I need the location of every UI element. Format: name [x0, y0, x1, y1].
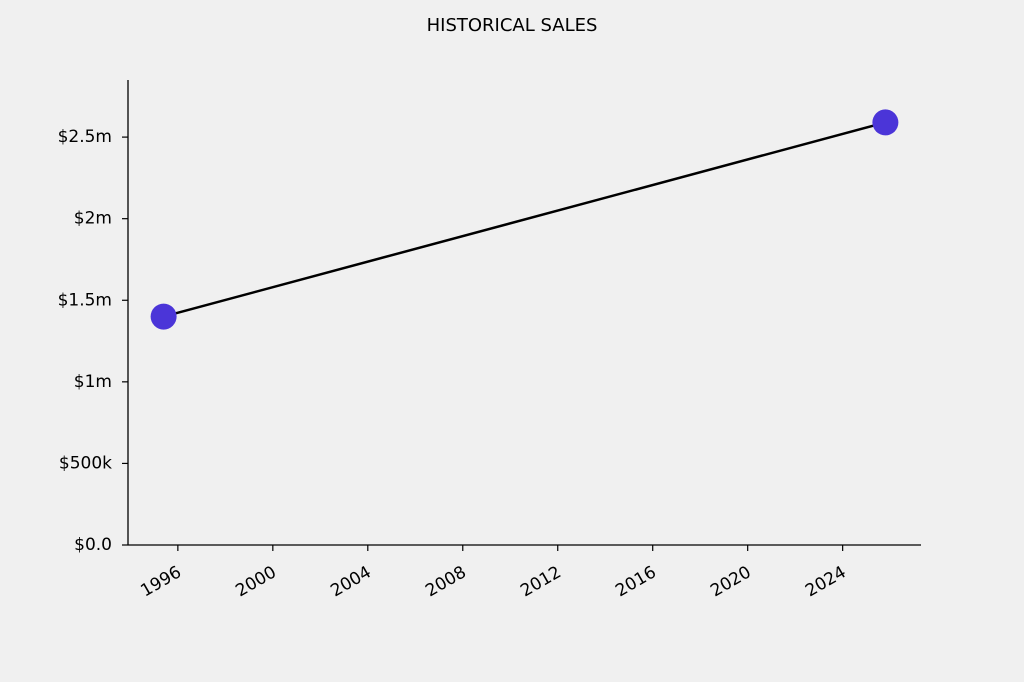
- x-tick-label: 2000: [232, 562, 279, 601]
- x-tick-label: 2008: [422, 562, 469, 601]
- marker: [150, 303, 177, 330]
- y-tick-label: $0.0: [74, 535, 112, 555]
- x-tick-label: 2004: [327, 562, 374, 601]
- x-tick-label: 2016: [612, 562, 659, 601]
- line: [163, 121, 886, 318]
- x-tick-label: 1996: [137, 562, 184, 601]
- y-tick-label: $500k: [59, 453, 112, 473]
- y-tick-label: $2m: [74, 209, 112, 229]
- marker: [872, 109, 899, 136]
- x-tick-label: 2020: [707, 562, 754, 601]
- x-tick-label: 2024: [802, 562, 849, 601]
- y-tick-label: $1m: [74, 372, 112, 392]
- y-tick-label: $2.5m: [58, 127, 112, 147]
- chart-title: HISTORICAL SALES: [427, 15, 598, 36]
- x-tick-label: 2012: [517, 562, 564, 601]
- y-tick-label: $1.5m: [58, 290, 112, 310]
